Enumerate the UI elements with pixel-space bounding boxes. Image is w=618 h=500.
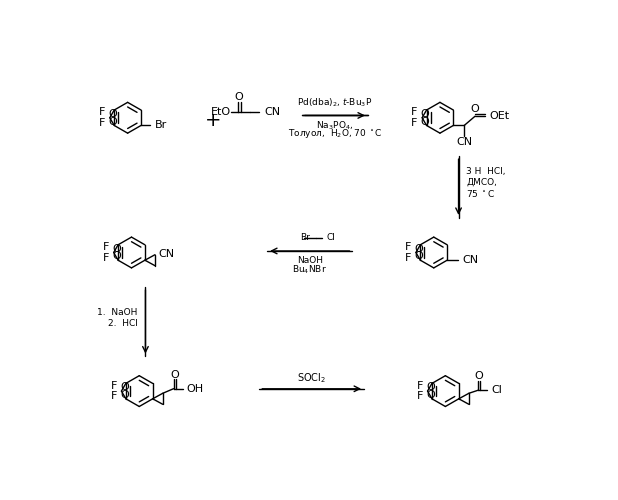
Text: O: O: [112, 252, 121, 262]
Text: O: O: [108, 116, 117, 126]
Text: Cl: Cl: [491, 385, 502, 395]
Text: OH: OH: [187, 384, 204, 394]
Text: ДМСО,: ДМСО,: [467, 178, 497, 187]
Text: 1.  NaOH: 1. NaOH: [97, 308, 138, 317]
Text: Cl: Cl: [327, 232, 336, 241]
Text: O: O: [421, 116, 430, 126]
Text: F: F: [411, 108, 418, 118]
Text: O: O: [475, 372, 483, 382]
Text: F: F: [405, 242, 411, 252]
Text: +: +: [205, 110, 221, 130]
Text: O: O: [421, 109, 430, 119]
Text: EtO: EtO: [211, 106, 231, 117]
Text: Na$_3$PO$_4$,: Na$_3$PO$_4$,: [316, 119, 353, 132]
Text: O: O: [235, 92, 243, 102]
Text: O: O: [426, 382, 435, 392]
Text: OEt: OEt: [489, 111, 509, 121]
Text: O: O: [415, 252, 423, 262]
Text: CN: CN: [265, 106, 281, 117]
Text: F: F: [111, 392, 117, 402]
Text: O: O: [120, 382, 129, 392]
Text: F: F: [111, 380, 117, 390]
Text: CN: CN: [463, 255, 479, 265]
Text: O: O: [120, 390, 129, 400]
Text: F: F: [99, 108, 105, 118]
Text: F: F: [405, 253, 411, 263]
Text: CN: CN: [456, 138, 472, 147]
Text: Br: Br: [155, 120, 167, 130]
Text: NaOH: NaOH: [297, 256, 323, 266]
Text: CN: CN: [158, 249, 174, 259]
Text: O: O: [108, 109, 117, 119]
Text: Толуол,  H$_2$O, 70 $^\circ$C: Толуол, H$_2$O, 70 $^\circ$C: [287, 128, 383, 140]
Text: Bu$_4$NBr: Bu$_4$NBr: [292, 264, 327, 276]
Text: 2.  HCl: 2. HCl: [108, 319, 138, 328]
Text: F: F: [103, 253, 109, 263]
Text: F: F: [99, 118, 105, 128]
Text: F: F: [417, 380, 423, 390]
Text: Br: Br: [300, 232, 310, 241]
Text: O: O: [170, 370, 179, 380]
Text: F: F: [411, 118, 418, 128]
Text: F: F: [103, 242, 109, 252]
Text: O: O: [112, 244, 121, 254]
Text: SOCl$_2$: SOCl$_2$: [297, 371, 326, 385]
Text: 3 Н  HCl,: 3 Н HCl,: [467, 167, 506, 176]
Text: O: O: [426, 390, 435, 400]
Text: 75 $^\circ$C: 75 $^\circ$C: [467, 188, 495, 198]
Text: O: O: [415, 244, 423, 254]
Text: F: F: [417, 392, 423, 402]
Text: Pd(dba)$_2$, $t$-Bu$_3$P: Pd(dba)$_2$, $t$-Bu$_3$P: [297, 97, 373, 110]
Text: O: O: [471, 104, 480, 114]
